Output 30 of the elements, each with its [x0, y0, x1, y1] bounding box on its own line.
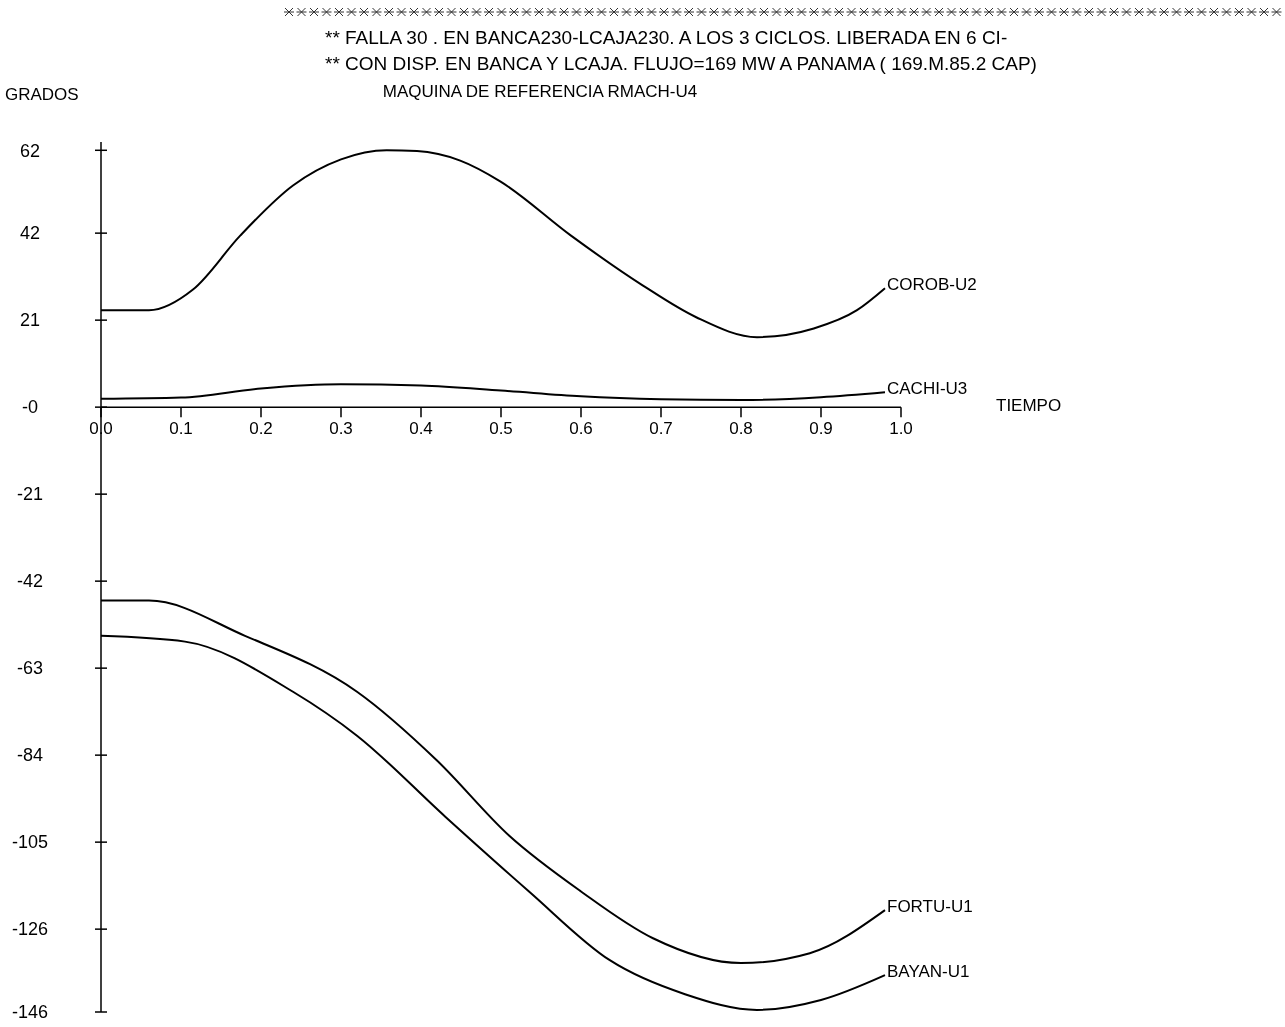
y-tick-label: -146 — [11, 1002, 49, 1023]
y-tick-label: 42 — [19, 223, 41, 244]
y-tick-label: 21 — [19, 310, 41, 331]
series-label: COROB-U2 — [887, 275, 977, 295]
x-tick-label: 0.4 — [409, 419, 433, 439]
x-tick-label: 0.8 — [729, 419, 753, 439]
y-tick-label: -105 — [11, 832, 49, 853]
series-label: CACHI-U3 — [887, 379, 968, 399]
y-tick-label: 62 — [19, 140, 41, 161]
chart-title: ** FALLA 30 . EN BANCA230-LCAJA230. A LOS 3 CICLOS. LIBERADA EN 6 CI- — [325, 27, 1008, 48]
y-tick-label: -42 — [16, 571, 44, 592]
y-tick-label: -21 — [16, 484, 44, 505]
x-tick-label: 0.1 — [169, 419, 193, 439]
x-tick-label: 0.7 — [649, 419, 673, 439]
y-tick-label: -63 — [16, 658, 44, 679]
y-tick-label: -0 — [21, 397, 39, 418]
series-label: FORTU-U1 — [887, 897, 973, 917]
text: MAQUINA DE REFERENCIA RMACH-U4 — [382, 82, 698, 101]
chart-subtitle: ** CON DISP. EN BANCA Y LCAJA. FLUJO=169 MW A PANAMA ( 169.M.85.2 CAP) — [325, 53, 1037, 74]
x-tick-label: 0.2 — [249, 419, 273, 439]
x-tick-label: 0.9 — [809, 419, 833, 439]
series-label: BAYAN-U1 — [887, 962, 970, 982]
x-tick-label: 0.6 — [569, 419, 593, 439]
x-axis-title: TIEMPO — [996, 396, 1062, 416]
x-tick-label: 0.3 — [329, 419, 353, 439]
y-tick-label: -126 — [11, 919, 49, 940]
y-tick-label: -84 — [16, 745, 44, 766]
x-tick-label: 0.5 — [489, 419, 513, 439]
y-axis-title: GRADOS — [5, 85, 79, 104]
x-tick-label: 1.0 — [889, 419, 913, 439]
